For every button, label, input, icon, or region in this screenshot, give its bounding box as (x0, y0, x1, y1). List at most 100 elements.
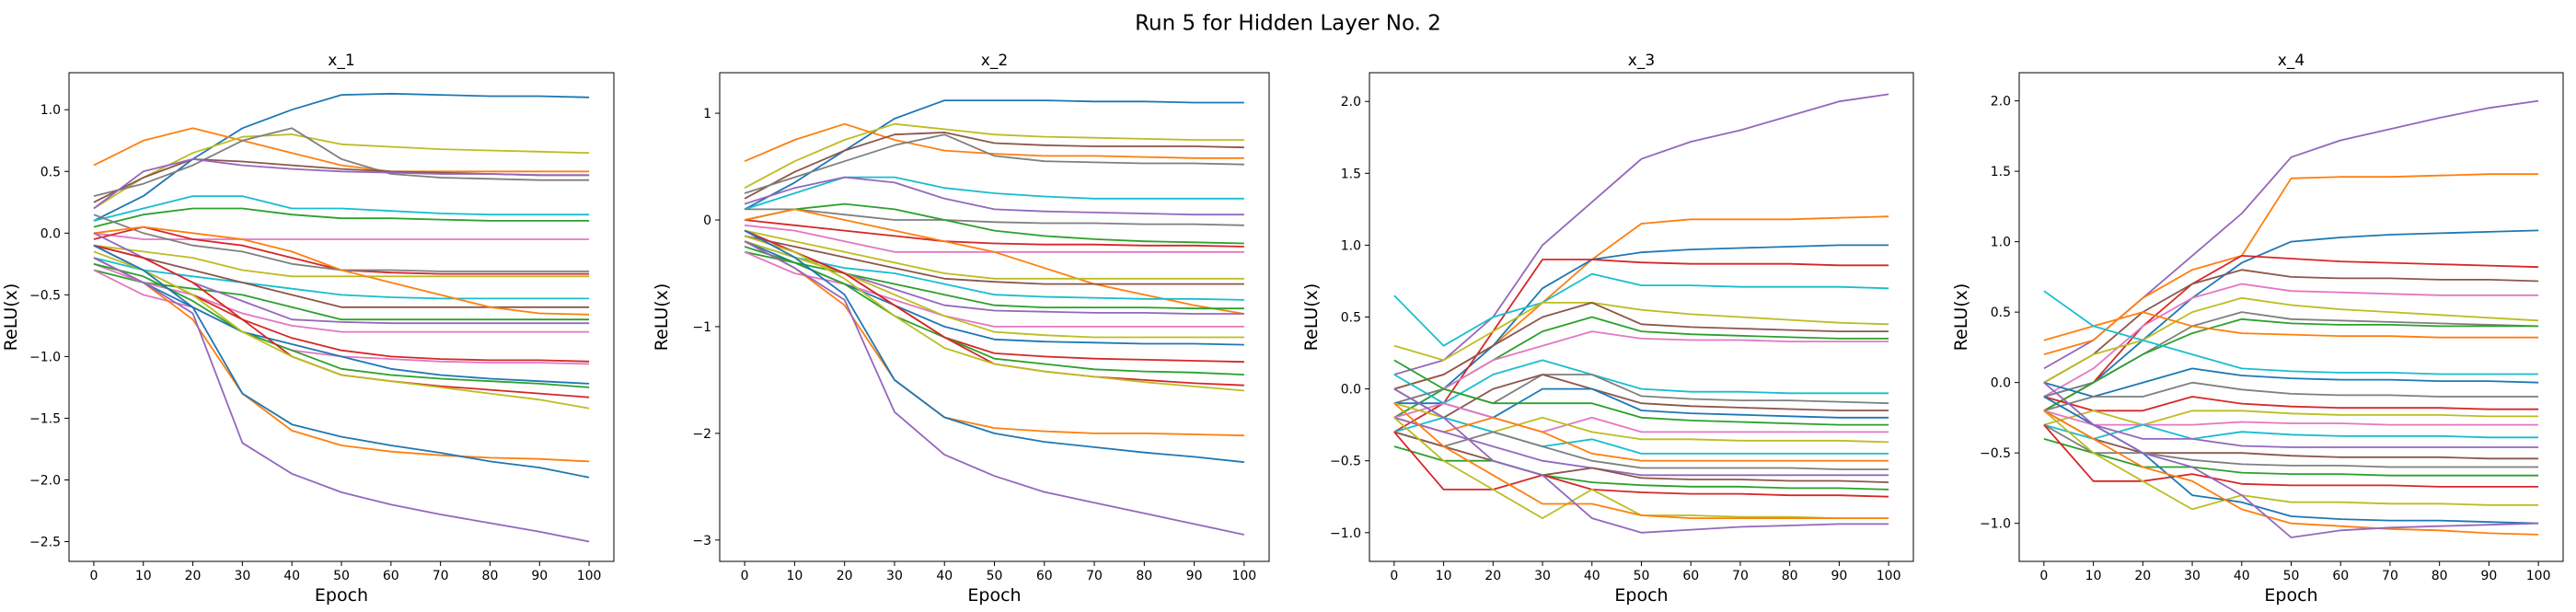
series-line-6 (93, 157, 590, 210)
series-line-14 (1393, 359, 1889, 426)
y-tick-label: 0.5 (1341, 311, 1361, 326)
x-tick-label: 80 (1136, 569, 1152, 583)
series-line-12 (2043, 367, 2539, 398)
y-tick-label: 0.0 (1991, 376, 2011, 391)
y-tick-label: 1 (703, 107, 711, 121)
series-line-18 (744, 250, 1244, 328)
x-tick-label: 50 (2283, 569, 2300, 583)
x-tick-label: 0 (741, 569, 749, 583)
series-line-27 (93, 257, 590, 543)
series-line-10 (745, 219, 1244, 248)
series-line-22 (744, 246, 1244, 375)
figure-title: Run 5 for Hidden Layer No. 2 (1135, 12, 1441, 36)
series-line-5 (2043, 269, 2539, 384)
series-line-17 (2043, 423, 2539, 440)
series-line-26 (744, 229, 1244, 464)
series-line-7 (2043, 296, 2539, 384)
x-tick-label: 60 (2332, 569, 2349, 583)
y-tick-label: −2.5 (29, 536, 61, 550)
series-line-14 (2043, 396, 2539, 412)
x-axis-label: Epoch (315, 585, 368, 606)
y-tick-label: 1.5 (1341, 167, 1361, 181)
series-line-10 (93, 225, 590, 275)
series-line-1 (744, 99, 1244, 211)
subplot-x_3: 0 10 20 30 40 50 60 70 80 90 100 −1.0 −0.5 0.0 0.5 1.0 1… (1301, 52, 1914, 606)
series-line-14 (93, 244, 590, 308)
series-line-21 (93, 257, 590, 385)
x-tick-label: 100 (1231, 569, 1256, 583)
series-line-17 (1393, 416, 1889, 455)
y-tick-label: 2.0 (1341, 95, 1361, 110)
series-line-10 (2043, 311, 2539, 341)
series-line-10 (1393, 359, 1889, 405)
series-line-2 (744, 122, 1244, 189)
subplot-x_2: 0 10 20 30 40 50 60 70 80 90 100 −3 −2 −1 0 1 x_2 Epoch Re… (652, 52, 1270, 606)
series-line-25 (93, 257, 590, 463)
series-line-9 (1393, 330, 1889, 405)
series-line-20 (2043, 423, 2539, 468)
x-tick-label: 20 (185, 569, 202, 583)
series-line-6 (1393, 301, 1889, 362)
x-tick-label: 50 (1634, 569, 1650, 583)
y-axis-label: ReLU(x) (652, 283, 672, 352)
y-tick-label: 1.0 (1341, 238, 1361, 253)
series-line-25 (744, 240, 1244, 437)
subplot-title: x_1 (328, 52, 354, 70)
series-line-5 (744, 133, 1244, 194)
y-tick-label: −1 (692, 320, 711, 335)
x-tick-label: 100 (2526, 569, 2551, 583)
series-line-22 (1393, 445, 1889, 491)
x-tick-label: 100 (1877, 569, 1901, 583)
x-tick-label: 20 (1484, 569, 1501, 583)
series-line-15 (93, 225, 590, 316)
x-tick-label: 70 (1086, 569, 1103, 583)
series-line-3 (1393, 244, 1889, 419)
series-line-3 (744, 122, 1244, 163)
x-tick-label: 90 (1186, 569, 1203, 583)
series-line-7 (93, 195, 590, 222)
series-line-14 (744, 235, 1244, 285)
x-axis-label: Epoch (2264, 585, 2317, 606)
series-line-15 (1393, 402, 1889, 433)
y-tick-label: 0.5 (40, 165, 61, 179)
series-line-19 (93, 244, 590, 363)
y-tick-label: −1.0 (1980, 517, 2011, 532)
axes-frame (68, 72, 615, 562)
y-tick-label: 0.0 (40, 226, 61, 241)
x-tick-label: 90 (1831, 569, 1847, 583)
x-tick-label: 20 (837, 569, 853, 583)
series-line-18 (1393, 416, 1889, 462)
series-line-22 (2043, 424, 2539, 488)
y-tick-label: −2 (692, 427, 711, 442)
x-tick-label: 60 (383, 569, 399, 583)
series-line-26 (1393, 387, 1889, 534)
series-line-8 (93, 207, 590, 228)
series-line-6 (744, 176, 1244, 211)
x-tick-label: 40 (936, 569, 953, 583)
x-tick-label: 0 (1390, 569, 1398, 583)
y-tick-label: 1.0 (40, 103, 61, 118)
series-line-4 (93, 127, 590, 197)
x-tick-label: 30 (2184, 569, 2201, 583)
subplot-x_1: 0 10 20 30 40 50 60 70 80 90 100 −2.5 −2.0 −1.5 −1.0 −0… (1, 52, 615, 606)
y-tick-label: 2.0 (1991, 95, 2011, 110)
y-tick-label: 0 (703, 214, 711, 228)
x-tick-label: 40 (2234, 569, 2250, 583)
x-tick-label: 0 (2039, 569, 2048, 583)
x-tick-label: 80 (1782, 569, 1798, 583)
x-tick-label: 100 (577, 569, 602, 583)
subplot-x_4: 0 10 20 30 40 50 60 70 80 90 100 −1.0 −0.5 0.0 0.5 1.0 1… (1951, 52, 2564, 606)
series-line-3 (93, 133, 590, 210)
series-line-2 (1393, 215, 1889, 390)
x-tick-label: 80 (482, 569, 499, 583)
x-tick-label: 60 (1036, 569, 1053, 583)
series-line-16 (2043, 410, 2539, 426)
series-line-2 (2043, 173, 2539, 355)
series-line-18 (93, 262, 590, 333)
y-tick-label: 0.0 (1341, 383, 1361, 398)
series-line-27 (744, 240, 1245, 536)
y-tick-label: −0.5 (29, 288, 61, 303)
series-line-20 (1393, 416, 1889, 477)
series-line-2 (93, 127, 590, 173)
y-tick-label: 1.5 (1991, 165, 2011, 179)
